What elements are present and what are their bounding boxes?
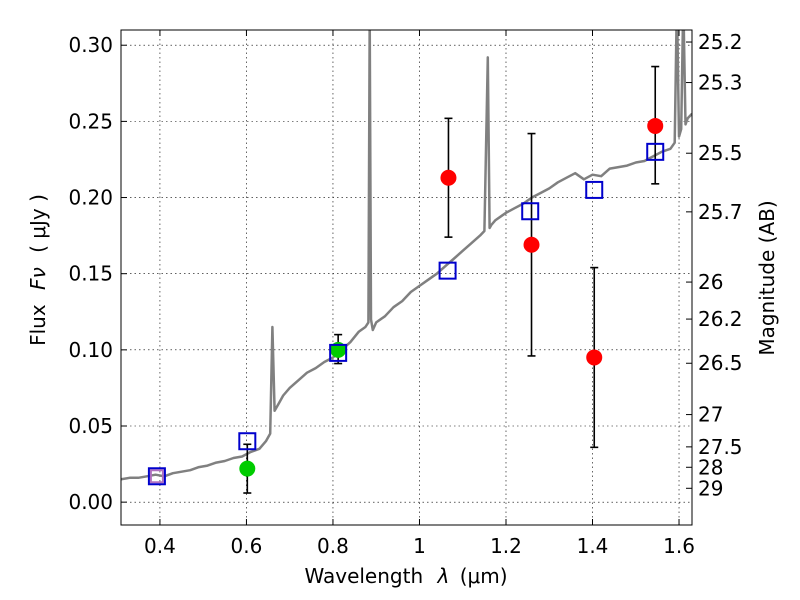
spectrum-line — [121, 30, 692, 481]
y-tick-label: 0.20 — [68, 186, 113, 210]
y-tick-label: 0.10 — [68, 338, 113, 362]
right-tick-label: 25.5 — [698, 141, 743, 165]
model-point — [238, 432, 257, 451]
y-tick-label: 0.30 — [68, 33, 113, 57]
detection-point — [523, 236, 540, 253]
right-axis-label: Magnitude (AB) — [755, 200, 779, 355]
model-point — [147, 467, 166, 486]
x-tick-label: 0.4 — [144, 534, 176, 558]
y-tick-label: 0.00 — [68, 490, 113, 514]
x-tick-label: 0.8 — [317, 534, 349, 558]
model-point — [521, 202, 540, 221]
detection-point — [239, 460, 256, 477]
x-tick-label: 0.6 — [231, 534, 263, 558]
right-tick-label: 27.5 — [698, 435, 743, 459]
right-tick-label: 27 — [698, 403, 723, 427]
axes-frame — [120, 29, 693, 526]
x-tick-label: 1 — [413, 534, 426, 558]
ticks: 0.4 0.6 0.8 1 1.2 1.4 1.6 0.00 0.05 0.10 0.15 0.20 0… — [68, 30, 743, 558]
y-tick-label: 0.05 — [68, 414, 113, 438]
model-point — [646, 142, 665, 161]
detection-point — [440, 169, 457, 186]
special-marker — [149, 469, 164, 484]
x-tick-label: 1.2 — [490, 534, 522, 558]
right-tick-label: 25.3 — [698, 71, 743, 95]
detection-point — [647, 117, 664, 134]
plot-area — [121, 30, 692, 494]
right-tick-label: 25.7 — [698, 200, 743, 224]
right-tick-label: 28 — [698, 455, 723, 479]
model-point — [329, 343, 348, 362]
right-tick-label: 26.5 — [698, 351, 743, 375]
right-tick-label: 25.2 — [698, 30, 743, 54]
model-point — [585, 180, 604, 199]
x-tick-label: 1.6 — [663, 534, 695, 558]
right-tick-label: 26.2 — [698, 307, 743, 331]
right-tick-label: 26 — [698, 270, 723, 294]
y-axis-label: Flux Fν ( μJy ) — [26, 194, 50, 346]
y-tick-label: 0.15 — [68, 262, 113, 286]
x-axis-label: Wavelength λ (μm) — [304, 564, 507, 588]
x-tick-label: 1.4 — [577, 534, 609, 558]
detection-point — [586, 349, 603, 366]
right-tick-label: 29 — [698, 476, 723, 500]
y-tick-label: 0.25 — [68, 109, 113, 133]
model-point — [438, 261, 457, 280]
grid — [121, 30, 692, 525]
